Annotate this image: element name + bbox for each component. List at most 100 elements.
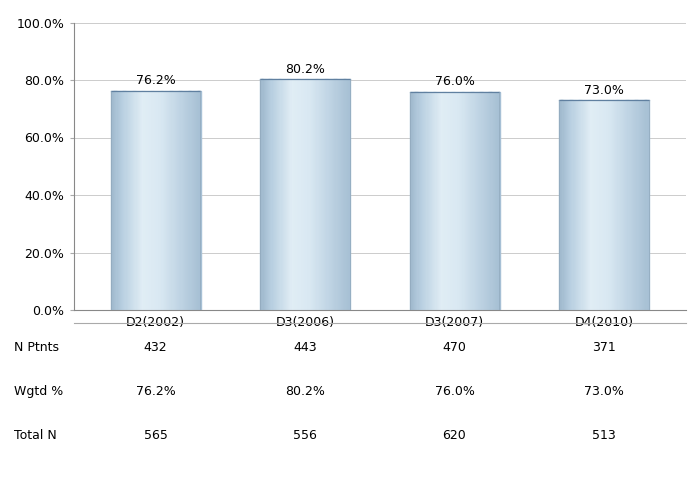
Bar <box>199 91 201 310</box>
Bar <box>300 80 302 310</box>
Bar <box>612 100 613 310</box>
Bar <box>410 92 411 310</box>
Bar <box>612 100 615 310</box>
Bar <box>277 80 279 310</box>
Bar <box>298 80 299 310</box>
Text: 76.2%: 76.2% <box>136 74 176 88</box>
Bar <box>461 92 463 310</box>
Bar <box>626 100 628 310</box>
Bar <box>434 92 436 310</box>
Bar <box>432 92 433 310</box>
Bar <box>582 100 584 310</box>
Bar <box>638 100 640 310</box>
Bar <box>640 100 643 310</box>
Bar <box>335 80 337 310</box>
Bar <box>497 92 498 310</box>
Bar <box>194 91 195 310</box>
Bar <box>632 100 634 310</box>
Bar <box>559 100 561 310</box>
Bar <box>420 92 421 310</box>
Bar <box>195 91 197 310</box>
Bar <box>484 92 485 310</box>
Bar <box>181 91 182 310</box>
Bar <box>562 100 564 310</box>
Bar <box>601 100 602 310</box>
Bar <box>428 92 430 310</box>
Bar <box>116 91 118 310</box>
Bar <box>610 100 612 310</box>
Bar <box>638 100 639 310</box>
Text: N Ptnts: N Ptnts <box>14 341 59 354</box>
Bar <box>333 80 335 310</box>
Bar <box>140 91 141 310</box>
Bar <box>460 92 461 310</box>
Bar <box>480 92 482 310</box>
Bar <box>599 100 601 310</box>
Bar <box>187 91 188 310</box>
Bar <box>598 100 600 310</box>
Bar <box>570 100 572 310</box>
Bar <box>573 100 574 310</box>
Bar <box>298 80 300 310</box>
Bar <box>343 80 344 310</box>
Bar <box>622 100 623 310</box>
Bar <box>587 100 589 310</box>
Bar <box>339 80 340 310</box>
Bar <box>270 80 271 310</box>
Bar <box>640 100 641 310</box>
Bar <box>330 80 331 310</box>
Bar <box>334 80 336 310</box>
Bar <box>575 100 576 310</box>
Bar <box>337 80 339 310</box>
Bar <box>440 92 442 310</box>
Bar <box>323 80 325 310</box>
Bar <box>589 100 591 310</box>
Bar <box>564 100 565 310</box>
Bar <box>454 92 455 310</box>
Bar <box>314 80 316 310</box>
Bar <box>442 92 444 310</box>
Bar <box>430 92 431 310</box>
Bar <box>286 80 288 310</box>
Bar <box>586 100 587 310</box>
Bar <box>487 92 489 310</box>
Bar <box>167 91 169 310</box>
Bar <box>144 91 146 310</box>
Bar <box>488 92 489 310</box>
Bar <box>302 80 303 310</box>
Bar <box>186 91 188 310</box>
Bar <box>274 80 275 310</box>
Bar <box>633 100 634 310</box>
Bar <box>172 91 174 310</box>
Bar <box>153 91 155 310</box>
Bar <box>303 80 304 310</box>
Bar <box>642 100 643 310</box>
Bar <box>120 91 121 310</box>
Bar <box>636 100 638 310</box>
Bar <box>419 92 420 310</box>
Bar <box>116 91 117 310</box>
Bar <box>127 91 130 310</box>
Bar <box>576 100 578 310</box>
Bar <box>448 92 449 310</box>
Text: 73.0%: 73.0% <box>584 84 624 96</box>
Bar <box>121 91 122 310</box>
Bar <box>162 91 164 310</box>
Bar <box>304 80 305 310</box>
Bar <box>644 100 645 310</box>
Bar <box>262 80 264 310</box>
Bar <box>415 92 416 310</box>
Bar <box>423 92 425 310</box>
Bar <box>444 92 446 310</box>
Bar <box>313 80 314 310</box>
Bar <box>629 100 630 310</box>
Bar <box>561 100 563 310</box>
Bar <box>188 91 190 310</box>
Bar <box>451 92 453 310</box>
Bar <box>592 100 593 310</box>
Bar <box>344 80 346 310</box>
Bar <box>433 92 435 310</box>
Bar <box>150 91 152 310</box>
Bar <box>190 91 192 310</box>
Bar <box>130 91 132 310</box>
